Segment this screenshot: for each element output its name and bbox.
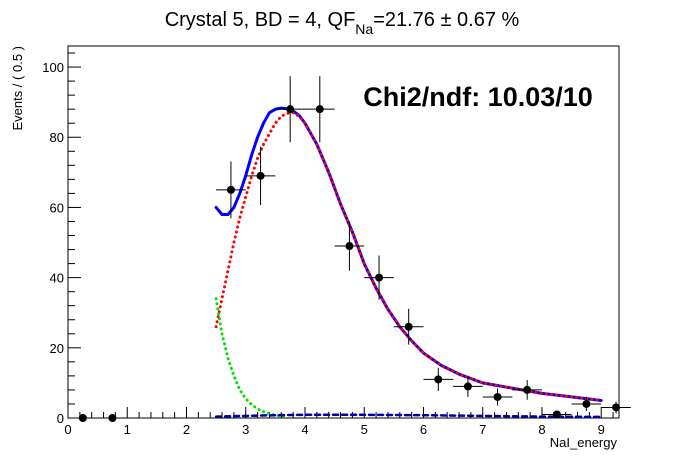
data-point bbox=[482, 388, 513, 406]
data-point bbox=[512, 380, 542, 400]
data-point bbox=[304, 76, 335, 143]
point-marker bbox=[463, 382, 472, 391]
x-tick-label: 3 bbox=[242, 422, 249, 437]
total-fit-curve bbox=[214, 106, 603, 402]
title-main: Crystal 5, BD = 4, QF bbox=[165, 9, 356, 31]
data-point bbox=[453, 375, 483, 397]
x-tick-label: 9 bbox=[598, 422, 605, 437]
y-tick-label: 80 bbox=[50, 130, 64, 145]
title-subscript: Na bbox=[355, 21, 373, 37]
point-marker bbox=[612, 403, 621, 412]
plot-frame bbox=[67, 45, 620, 419]
data-point bbox=[245, 146, 276, 205]
y-axis-label: Events / ( 0.5 ) bbox=[10, 46, 25, 131]
data-point bbox=[571, 396, 602, 411]
x-tick-label: 1 bbox=[124, 422, 131, 437]
background-fit-curve bbox=[214, 297, 289, 419]
fit-curves bbox=[214, 106, 603, 419]
data-point bbox=[275, 76, 305, 143]
data-point bbox=[68, 414, 98, 422]
point-marker bbox=[108, 414, 117, 422]
data-point bbox=[423, 367, 454, 391]
point-marker bbox=[286, 105, 295, 114]
point-marker bbox=[523, 385, 532, 394]
point-marker bbox=[345, 242, 354, 251]
point-marker bbox=[552, 410, 561, 419]
point-marker bbox=[493, 392, 502, 401]
flat-background-curve bbox=[214, 413, 603, 419]
x-tick-label: 5 bbox=[361, 422, 368, 437]
x-axis-label: NaI_energy bbox=[550, 435, 618, 450]
point-marker bbox=[78, 414, 87, 422]
x-tick-label: 6 bbox=[420, 422, 427, 437]
data-point bbox=[601, 401, 631, 414]
x-tick-label: 2 bbox=[183, 422, 190, 437]
y-tick-label: 60 bbox=[50, 200, 64, 215]
chi2-annotation: Chi2/ndf: 10.03/10 bbox=[363, 82, 593, 112]
point-marker bbox=[375, 273, 384, 282]
x-tick-label: 8 bbox=[538, 422, 545, 437]
point-marker bbox=[315, 105, 324, 114]
point-marker bbox=[226, 185, 235, 194]
point-marker bbox=[434, 375, 443, 384]
chart-title: Crystal 5, BD = 4, QFNa=21.76 ± 0.67 % bbox=[165, 9, 520, 37]
point-marker bbox=[404, 322, 413, 331]
point-marker bbox=[256, 171, 265, 180]
x-tick-label: 4 bbox=[301, 422, 308, 437]
data-point bbox=[541, 410, 572, 419]
data-points bbox=[68, 76, 631, 422]
title-value: =21.76 ± 0.67 % bbox=[373, 9, 519, 31]
y-tick-label: 0 bbox=[57, 411, 64, 426]
x-tick-label: 7 bbox=[479, 422, 486, 437]
data-point bbox=[216, 161, 246, 219]
x-tick-label: 0 bbox=[64, 422, 71, 437]
y-tick-label: 40 bbox=[50, 271, 64, 286]
y-tick-label: 100 bbox=[42, 60, 64, 75]
data-point bbox=[334, 221, 365, 271]
point-marker bbox=[582, 399, 591, 408]
data-point bbox=[393, 308, 424, 345]
y-tick-label: 20 bbox=[50, 341, 64, 356]
signal-fit-curve bbox=[214, 111, 603, 402]
data-point bbox=[364, 255, 394, 300]
data-point bbox=[97, 414, 128, 422]
